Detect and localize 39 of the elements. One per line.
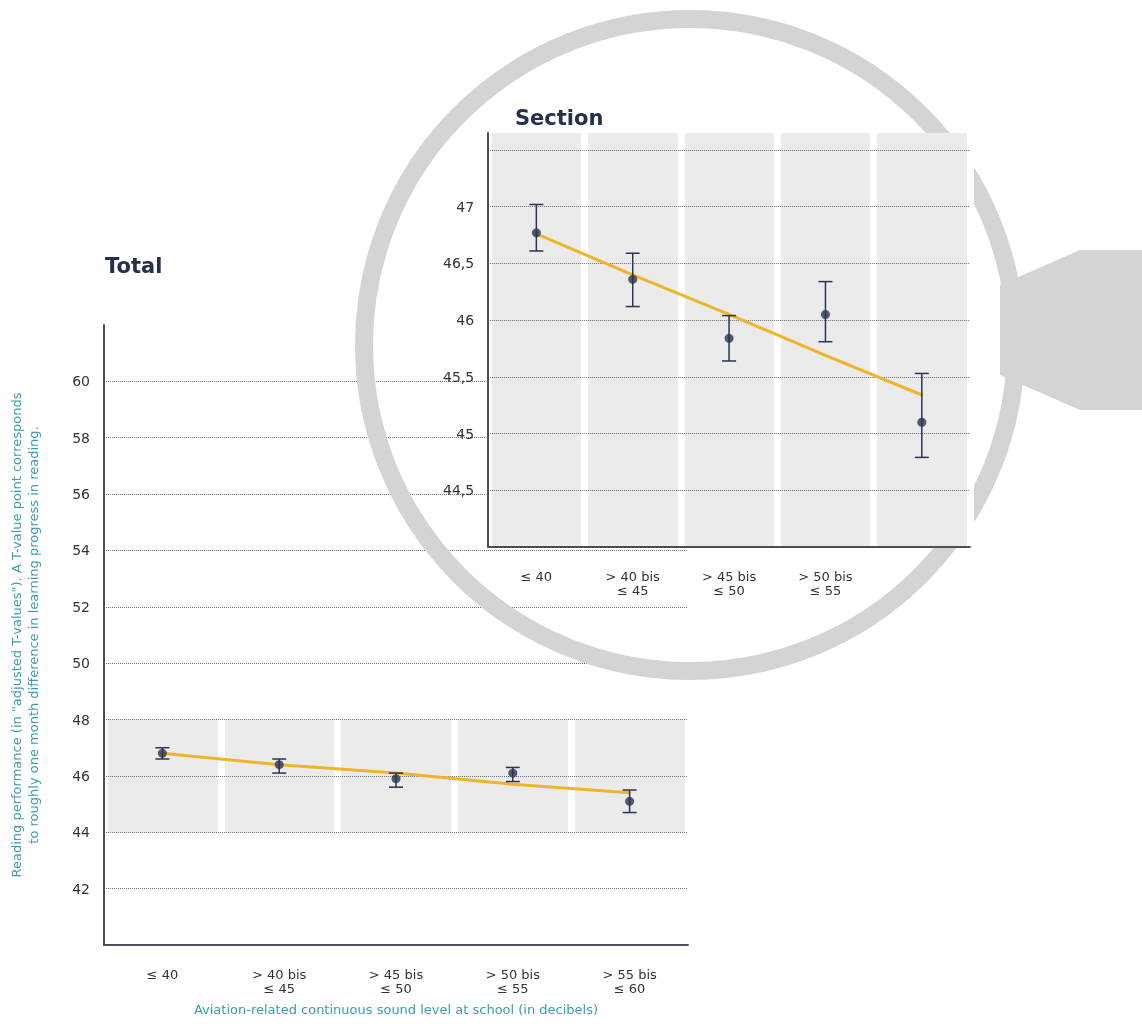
y-tick-label: 54 xyxy=(72,542,91,559)
point xyxy=(628,274,638,284)
x-tick-label: > 50 bis ≤ 55 xyxy=(485,966,541,996)
point xyxy=(391,774,401,784)
x-tick-label: ≤ 40 xyxy=(520,568,553,584)
y-axis-title: Reading performance (in "adjusted T-values"). A T-value point corresponds to roughly one month difference in learning progress in reading. xyxy=(9,392,41,878)
y-tick-label: 52 xyxy=(72,598,90,615)
y-tick-label: 50 xyxy=(72,655,90,672)
point xyxy=(274,760,284,770)
chart-title: Section xyxy=(515,105,604,130)
y-tick-label: 47 xyxy=(456,198,475,215)
y-tick-label: 45 xyxy=(456,425,475,442)
y-tick-label: 56 xyxy=(72,486,91,503)
y-tick-label: 44 xyxy=(72,824,91,841)
point xyxy=(508,768,518,778)
x-tick-label: > 40 bis ≤ 45 xyxy=(252,966,307,996)
x-tick-label: > 45 bis ≤ 50 xyxy=(701,568,757,598)
y-tick-label: 42 xyxy=(72,880,90,897)
x-tick-label: > 40 bis ≤ 45 xyxy=(605,568,661,598)
point xyxy=(531,228,541,238)
chart-title: Total xyxy=(105,253,163,278)
y-tick-label: 58 xyxy=(72,429,90,446)
x-tick-label: > 50 bis ≤ 55 xyxy=(798,568,853,598)
point xyxy=(724,333,734,343)
x-tick-label: > 45 bis ≤ 50 xyxy=(368,966,424,996)
x-tick-label: ≤ 40 xyxy=(146,966,179,982)
point xyxy=(917,417,927,427)
y-tick-label: 46,5 xyxy=(443,255,475,272)
point xyxy=(625,796,635,806)
x-tick-label: > 55 bis ≤ 60 xyxy=(602,966,657,996)
x-axis-title: Aviation-related continuous sound level at school (in decibels) xyxy=(193,1002,599,1017)
y-tick-label: 48 xyxy=(72,711,90,728)
y-tick-label: 46 xyxy=(72,767,91,784)
y-tick-label: 45,5 xyxy=(443,368,475,385)
point xyxy=(157,748,167,758)
point xyxy=(820,309,830,319)
y-tick-label: 60 xyxy=(72,373,90,390)
y-tick-label: 46 xyxy=(456,312,475,329)
y-tick-label: 44,5 xyxy=(443,482,475,499)
